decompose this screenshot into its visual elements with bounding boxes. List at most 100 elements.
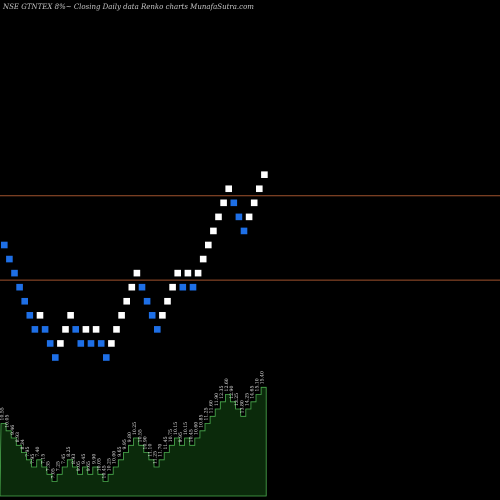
- renko-brick-down: [77, 340, 85, 347]
- renko-brick-down: [41, 326, 49, 333]
- renko-brick-down: [16, 283, 23, 291]
- volume-label: 9.45: [81, 454, 87, 464]
- volume-label: 10.60: [193, 422, 199, 435]
- renko-brick-up: [133, 269, 141, 277]
- renko-brick-down: [1, 241, 8, 249]
- volume-label: 12.35: [219, 386, 225, 399]
- volume-label: 8.93: [15, 432, 21, 442]
- volume-label: 11.10: [147, 444, 153, 457]
- renko-brick-down: [235, 213, 243, 221]
- volume-label: 8.25: [66, 446, 72, 456]
- renko-brick-up: [113, 326, 120, 333]
- volume-label: 9.95: [178, 432, 184, 442]
- level-lines: [0, 195, 500, 281]
- renko-brick-up: [123, 297, 130, 305]
- volume-label: 15.10: [255, 378, 261, 391]
- volume-label: 12.90: [229, 386, 235, 399]
- renko-brick-down: [46, 340, 54, 347]
- volume-label: 10.15: [183, 422, 189, 435]
- volume-label: 7.45: [61, 454, 67, 464]
- volume-label: 14.25: [244, 393, 250, 406]
- volume-label: 11.90: [214, 393, 220, 406]
- renko-bricks: [1, 171, 268, 361]
- volume-label: 10.05: [96, 458, 102, 471]
- renko-brick-up: [250, 199, 258, 207]
- volume-label: 10.75: [168, 429, 174, 442]
- renko-brick-down: [230, 199, 238, 207]
- volume-label: 7.40: [35, 446, 41, 456]
- volume-label: 10.45: [188, 429, 194, 442]
- renko-brick-down: [72, 326, 79, 333]
- volume-label: 10.05: [5, 415, 11, 428]
- renko-brick-up: [174, 269, 181, 277]
- volume-label: 7.15: [40, 454, 46, 464]
- volume-label: 13.25: [234, 393, 240, 406]
- volume-label: 12.60: [224, 378, 230, 391]
- renko-brick-up: [118, 312, 125, 319]
- volume-area-path: [0, 386, 267, 497]
- renko-brick-down: [189, 283, 197, 291]
- volume-label: 9.46: [10, 425, 16, 435]
- renko-brick-down: [26, 312, 34, 319]
- volume-label: 10.25: [107, 458, 113, 471]
- renko-brick-down: [31, 326, 39, 333]
- renko-brick-up: [194, 269, 202, 277]
- volume-label: 11.25: [204, 407, 210, 420]
- volume-area: [0, 386, 267, 497]
- volume-label: 7.35: [45, 461, 51, 471]
- renko-brick-up: [261, 171, 268, 178]
- renko-brick-down: [179, 283, 187, 291]
- volume-label: 10.85: [198, 415, 204, 428]
- volume-label: 10.90: [142, 436, 148, 449]
- volume-label: 10.15: [173, 422, 179, 435]
- volume-label: 9.65: [86, 461, 92, 471]
- renko-brick-up: [225, 185, 232, 193]
- renko-brick-up: [210, 227, 217, 235]
- chart-title: NSE GTNTEX 8%~ Closing Daily data Renko …: [2, 3, 254, 11]
- volume-label: 9.80: [127, 432, 133, 442]
- renko-brick-down: [103, 354, 110, 361]
- renko-brick-up: [82, 326, 90, 333]
- renko-brick-down: [143, 297, 151, 305]
- renko-brick-up: [205, 241, 212, 249]
- volume-label: 13.80: [239, 400, 245, 413]
- volume-label: 7.25: [56, 461, 62, 471]
- renko-brick-up: [184, 269, 192, 277]
- renko-brick-up: [256, 185, 263, 193]
- renko-brick-up: [62, 326, 69, 333]
- volume-labels: 10.5510.059.468.938.347.957.957.407.157.…: [0, 371, 266, 478]
- renko-brick-up: [108, 340, 115, 347]
- renko-brick-up: [245, 213, 253, 221]
- volume-label: 10.45: [102, 465, 108, 478]
- renko-brick-up: [128, 283, 136, 291]
- renko-brick-down: [87, 340, 95, 347]
- renko-brick-down: [6, 255, 13, 263]
- renko-brick-down: [154, 326, 161, 333]
- renko-brick-up: [67, 312, 74, 319]
- renko-brick-down: [148, 312, 156, 319]
- renko-brick-up: [57, 340, 64, 347]
- volume-label: 7.95: [25, 447, 31, 457]
- renko-brick-down: [11, 269, 18, 277]
- volume-label: 8.34: [20, 439, 26, 449]
- renko-brick-down: [138, 283, 146, 291]
- renko-brick-down: [52, 354, 59, 361]
- volume-label: 11.45: [163, 436, 169, 449]
- volume-label: 11.25: [153, 451, 159, 464]
- renko-brick-up: [199, 255, 207, 263]
- volume-label: 10.25: [132, 422, 138, 435]
- renko-brick-up: [159, 312, 166, 319]
- volume-label: 11.60: [209, 400, 215, 413]
- volume-label: 9.65: [117, 446, 123, 456]
- volume-label: 8.93: [71, 454, 77, 464]
- renko-brick-up: [164, 297, 171, 305]
- volume-label: 10.55: [137, 429, 143, 442]
- renko-brick-down: [240, 227, 248, 235]
- volume-label: 9.90: [91, 454, 97, 464]
- volume-label: 15.40: [260, 371, 266, 384]
- volume-label: 9.95: [122, 439, 128, 449]
- renko-brick-down: [97, 340, 105, 347]
- volume-label: 9.05: [76, 461, 82, 471]
